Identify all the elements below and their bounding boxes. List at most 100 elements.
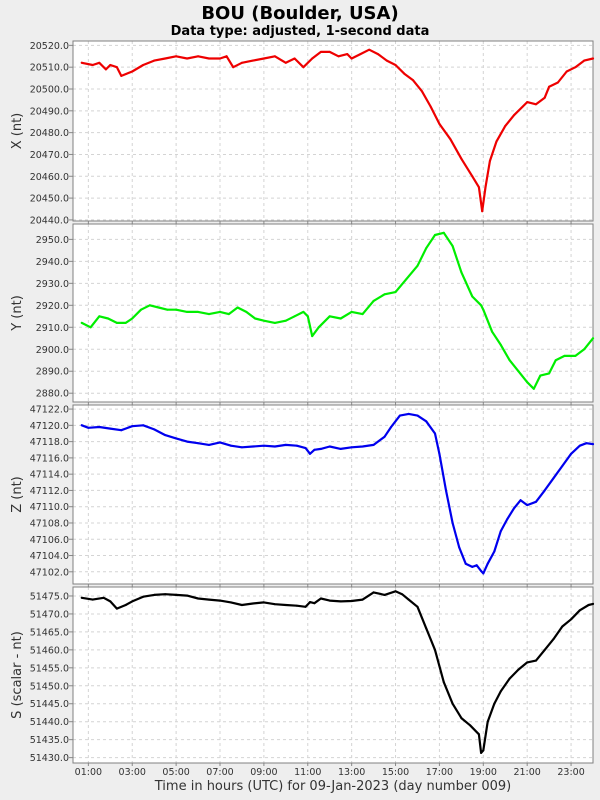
- data-point: [240, 61, 243, 64]
- data-point: [175, 593, 178, 596]
- y-tick-label: 2880.0: [36, 389, 69, 400]
- y-tick-label: 20500.0: [30, 85, 69, 96]
- x-tick-label: 19:00: [470, 767, 497, 778]
- y-tick-label: 2920.0: [36, 301, 69, 312]
- data-point: [273, 603, 276, 606]
- data-point: [592, 57, 594, 60]
- data-point: [219, 310, 221, 313]
- data-point: [186, 310, 189, 313]
- y-tick-label: 2940.0: [36, 257, 69, 268]
- y-tick-label: 47102.0: [30, 567, 69, 578]
- data-point: [513, 114, 515, 117]
- data-point: [142, 64, 145, 66]
- data-point: [251, 602, 254, 605]
- y-tick-label: 20460.0: [30, 172, 69, 183]
- x-tick-label: 13:00: [338, 767, 365, 778]
- data-point: [98, 315, 101, 318]
- data-point: [197, 55, 200, 58]
- data-point: [407, 598, 410, 601]
- x-tick-label: 09:00: [250, 767, 277, 778]
- data-point: [420, 90, 423, 93]
- data-point: [407, 412, 410, 415]
- x-tick-label: 05:00: [162, 767, 189, 778]
- data-point: [563, 354, 566, 357]
- data-point: [186, 594, 189, 597]
- data-point: [208, 57, 210, 60]
- data-point: [102, 596, 105, 599]
- data-point: [319, 50, 322, 53]
- data-point: [311, 335, 314, 338]
- y-tick-label: 51460.0: [30, 645, 69, 656]
- data-point: [486, 720, 489, 723]
- data-point: [306, 315, 309, 318]
- data-point: [313, 448, 316, 451]
- y-tick-label: 47108.0: [30, 518, 69, 529]
- data-point: [251, 445, 254, 448]
- data-point: [565, 70, 568, 73]
- data-point: [131, 317, 134, 320]
- data-point: [219, 57, 221, 60]
- data-point: [499, 530, 502, 533]
- data-point: [319, 447, 322, 450]
- data-point: [109, 64, 112, 66]
- data-point: [91, 64, 94, 66]
- data-point: [372, 443, 375, 446]
- data-point: [517, 668, 520, 671]
- data-point: [337, 55, 340, 58]
- data-point: [526, 101, 529, 104]
- data-point: [451, 245, 454, 247]
- data-point: [232, 66, 235, 69]
- data-point: [434, 432, 436, 435]
- data-point: [469, 724, 472, 727]
- data-point: [394, 291, 397, 294]
- y-tick-label: 2950.0: [36, 235, 69, 246]
- data-point: [556, 81, 559, 84]
- y-tick-label: 2890.0: [36, 367, 69, 378]
- y-tick-label: 47120.0: [30, 421, 69, 432]
- y-axis-label: S (scalar - nt): [10, 631, 25, 719]
- data-point: [495, 140, 498, 143]
- x-tick-label: 21:00: [513, 767, 540, 778]
- plot-frame: [72, 586, 594, 764]
- x-tick-label: 23:00: [557, 767, 584, 778]
- data-point: [578, 444, 581, 447]
- y-tick-label: 51465.0: [30, 627, 69, 638]
- data-point: [398, 414, 401, 417]
- data-point: [471, 175, 474, 178]
- data-point: [458, 546, 461, 549]
- plot-area: [73, 405, 593, 584]
- data-point: [517, 370, 520, 373]
- data-point: [254, 317, 257, 320]
- data-point: [251, 59, 254, 62]
- x-tick-label: 01:00: [75, 767, 102, 778]
- data-point: [416, 605, 419, 608]
- data-point: [293, 315, 296, 318]
- data-point: [438, 452, 441, 455]
- data-point: [526, 661, 529, 664]
- data-point: [328, 50, 331, 53]
- data-point: [98, 426, 101, 428]
- data-point: [377, 53, 379, 56]
- data-point: [482, 749, 485, 752]
- data-point: [491, 330, 494, 333]
- data-point: [240, 446, 243, 449]
- data-point: [262, 601, 265, 604]
- data-point: [350, 600, 353, 602]
- y-tick-label: 20480.0: [30, 128, 69, 139]
- y-tick-label: 51445.0: [30, 699, 69, 710]
- data-point: [488, 160, 491, 162]
- data-point: [403, 72, 406, 75]
- data-point: [543, 96, 546, 99]
- data-point: [570, 618, 573, 621]
- data-point: [197, 310, 200, 313]
- data-point: [499, 690, 502, 693]
- panel-3: 47102.0 47104.0 47106.0 47108.0 47110.0 47112…: [10, 404, 595, 587]
- data-point: [368, 48, 371, 51]
- data-point: [293, 57, 296, 60]
- y-tick-label: 20510.0: [30, 63, 69, 74]
- data-point: [339, 447, 342, 450]
- data-point: [80, 424, 83, 427]
- plot-frame: [72, 40, 594, 222]
- plot-area: [73, 587, 593, 763]
- y-axis-label: Y (nt): [10, 295, 25, 332]
